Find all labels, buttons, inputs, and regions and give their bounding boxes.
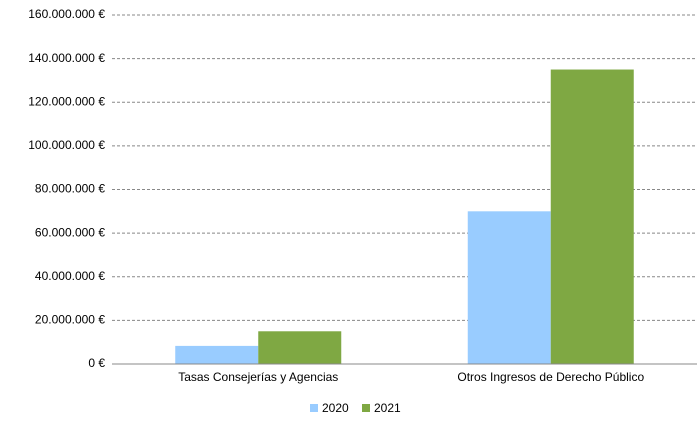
legend-swatch <box>310 404 318 412</box>
y-tick-label: 120.000.000 € <box>28 94 105 108</box>
y-tick-label: 140.000.000 € <box>28 51 105 65</box>
legend-label: 2020 <box>322 401 349 415</box>
x-tick-label: Otros Ingresos de Derecho Público <box>457 370 644 384</box>
y-tick-label: 0 € <box>88 356 105 370</box>
bar <box>550 69 634 364</box>
bar <box>467 211 551 364</box>
y-tick-label: 60.000.000 € <box>35 225 105 239</box>
y-tick-label: 80.000.000 € <box>35 182 105 196</box>
y-tick-label: 40.000.000 € <box>35 269 105 283</box>
legend-swatch <box>362 404 370 412</box>
y-tick-label: 160.000.000 € <box>28 7 105 21</box>
bar <box>258 331 342 364</box>
bar <box>175 345 259 364</box>
legend-label: 2021 <box>374 401 401 415</box>
x-tick-label: Tasas Consejerías y Agencias <box>178 370 338 384</box>
y-tick-label: 20.000.000 € <box>35 313 105 327</box>
y-tick-label: 100.000.000 € <box>28 138 105 152</box>
